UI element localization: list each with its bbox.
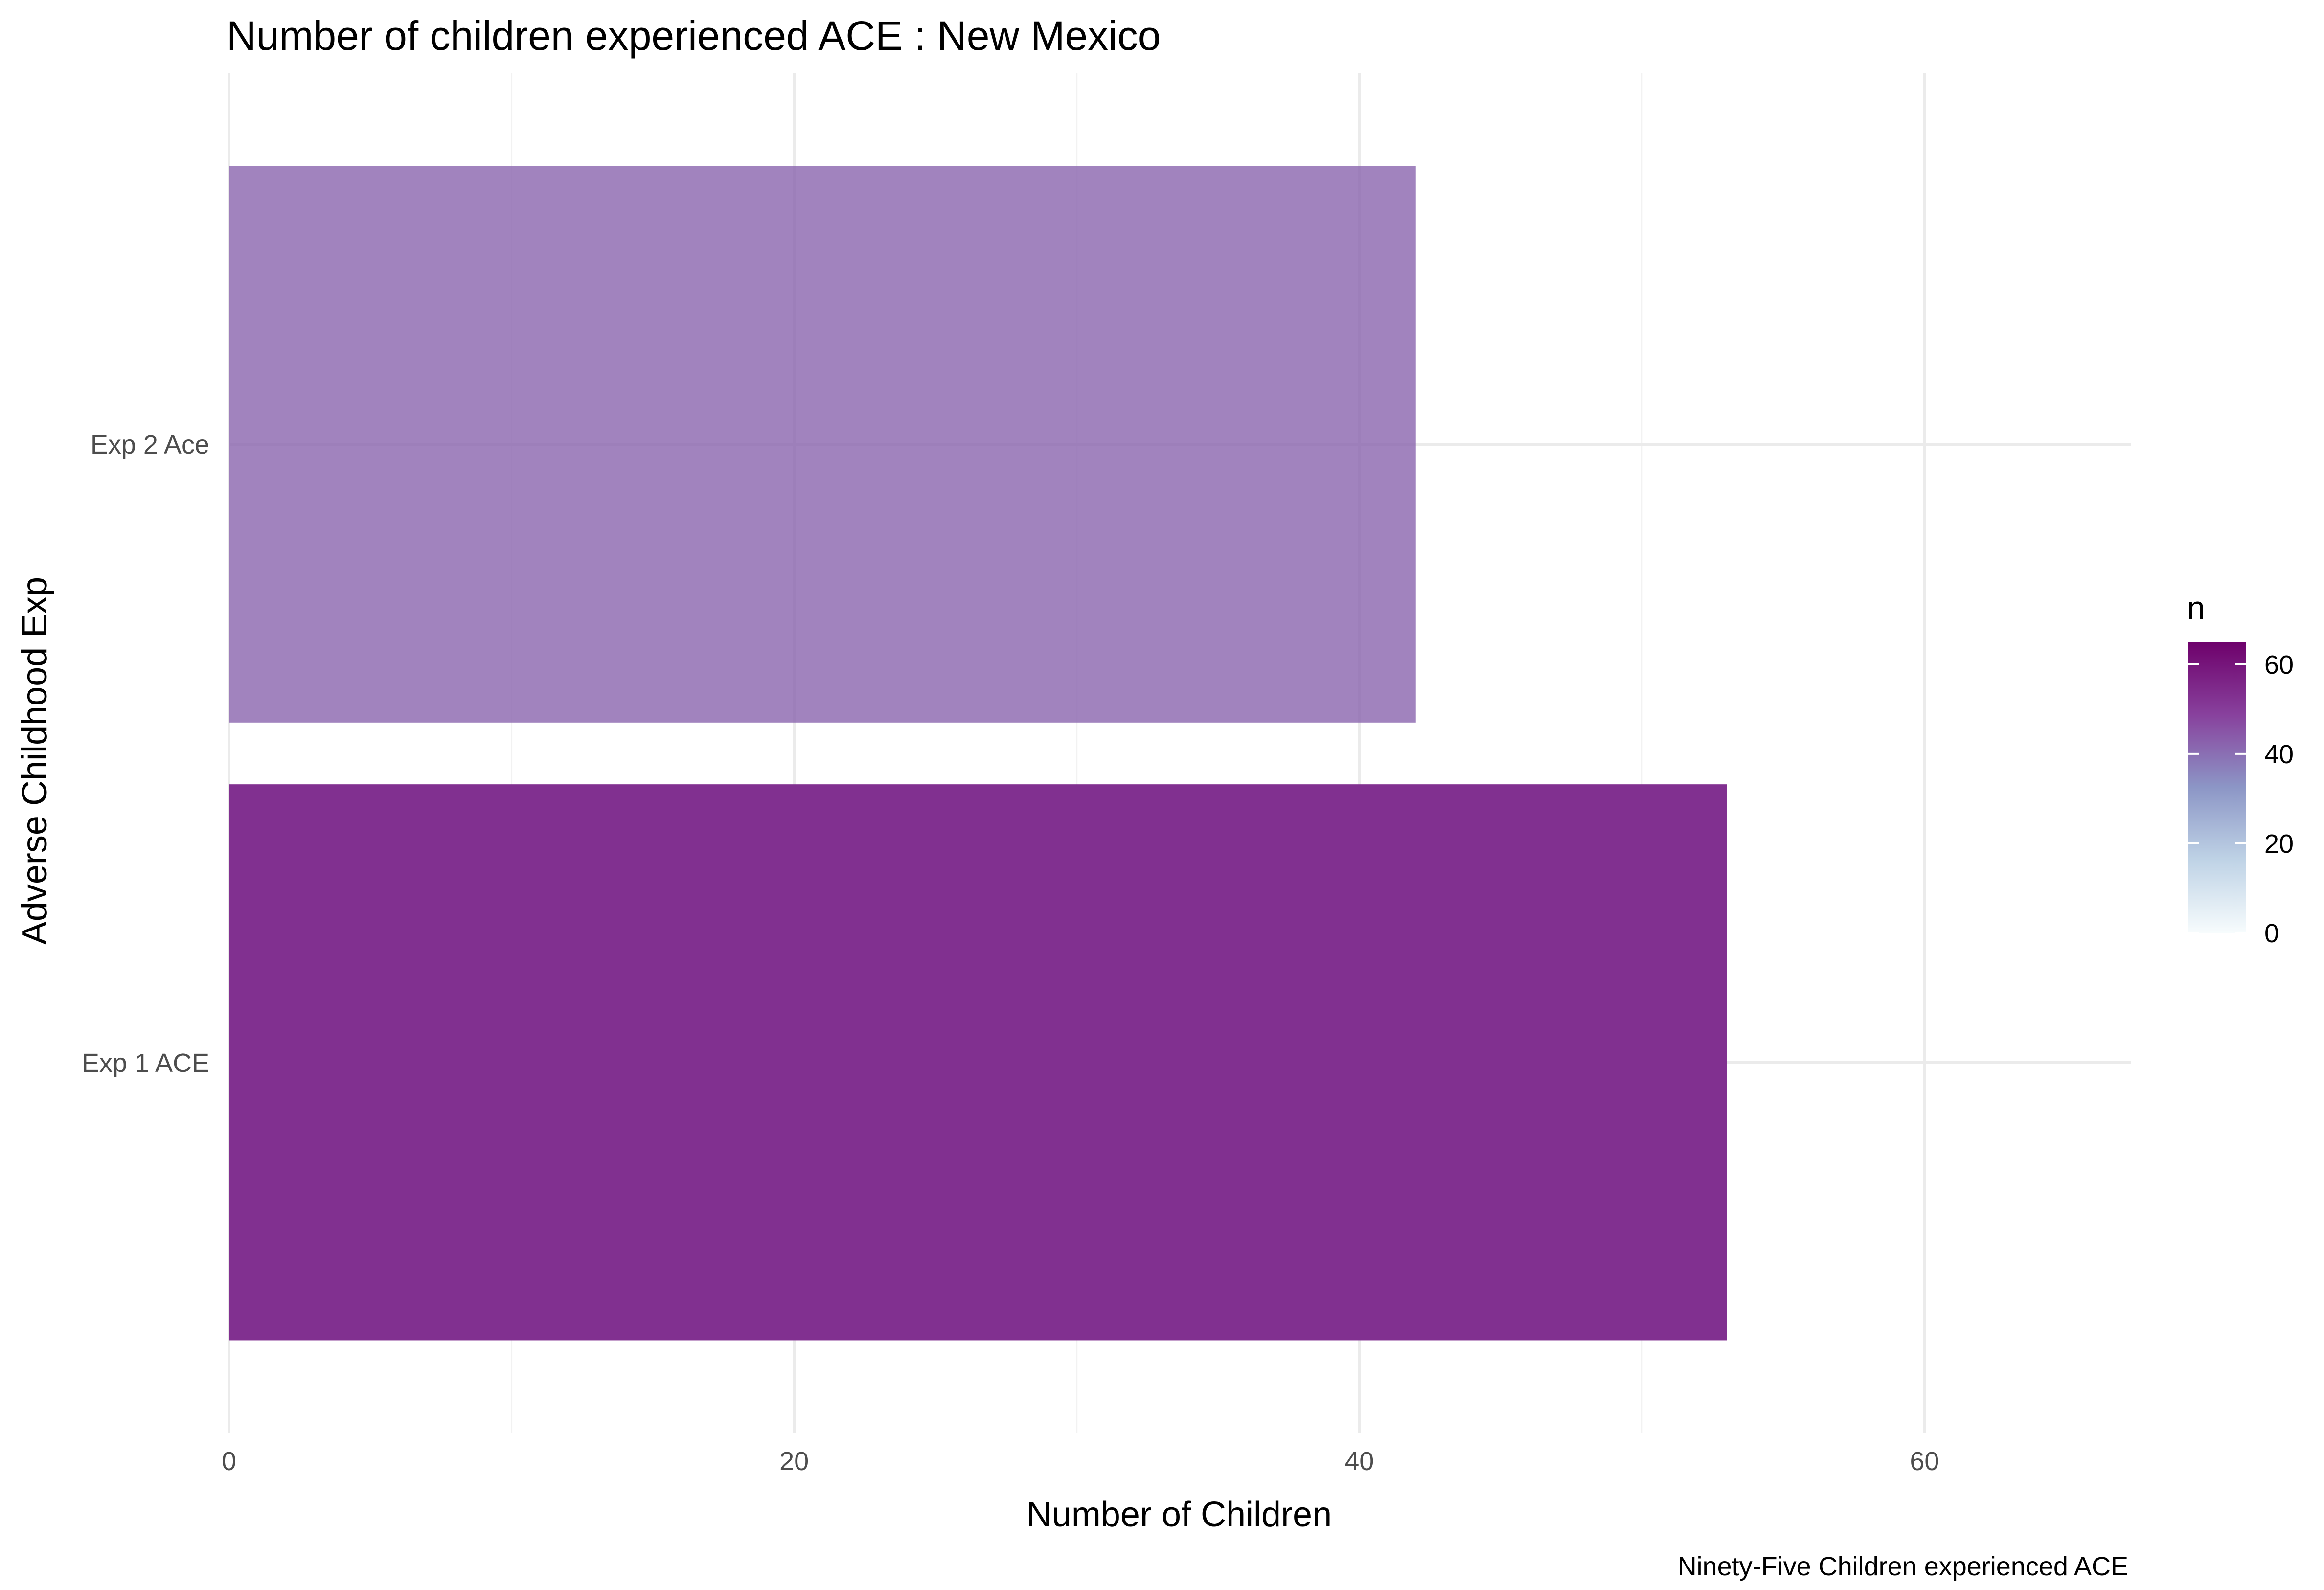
x-tick-label: 20 bbox=[779, 1447, 809, 1476]
x-tick-label: 40 bbox=[1344, 1447, 1374, 1476]
x-tick-label: 0 bbox=[222, 1447, 236, 1476]
legend-colorbar bbox=[2188, 642, 2246, 933]
legend-title: n bbox=[2187, 590, 2205, 626]
bar-exp-2-ace bbox=[229, 166, 1416, 723]
legend-tick-label: 40 bbox=[2264, 740, 2294, 769]
x-tick-label: 60 bbox=[1910, 1447, 1939, 1476]
chart-caption: Ninety-Five Children experienced ACE bbox=[1678, 1552, 2128, 1581]
color-legend: n 0 20 40 60 bbox=[2187, 590, 2294, 948]
bar-exp-1-ace bbox=[229, 784, 1727, 1341]
legend-tick-label: 60 bbox=[2264, 650, 2294, 680]
y-axis-title: Adverse Childhood Exp bbox=[15, 577, 54, 945]
bars bbox=[229, 166, 1727, 1341]
legend-tick-label: 0 bbox=[2264, 919, 2279, 948]
legend-tick-label: 20 bbox=[2264, 829, 2294, 859]
x-axis-ticks: 0 20 40 60 bbox=[222, 1447, 1939, 1476]
chart-title: Number of children experienced ACE : New… bbox=[227, 13, 1161, 59]
x-axis-title: Number of Children bbox=[1026, 1495, 1332, 1534]
y-tick-label: Exp 1 ACE bbox=[82, 1048, 209, 1078]
y-axis-ticks: Exp 1 ACE Exp 2 Ace bbox=[82, 430, 209, 1078]
y-tick-label: Exp 2 Ace bbox=[91, 430, 209, 459]
legend-ticks: 0 20 40 60 bbox=[2188, 650, 2294, 948]
